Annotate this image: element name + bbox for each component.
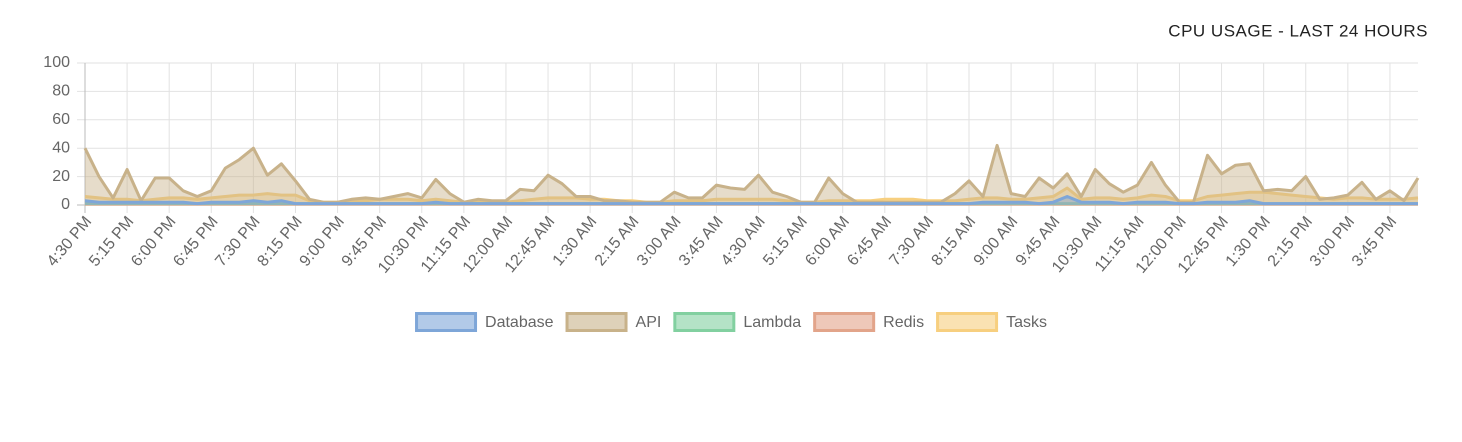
x-tick-label: 3:45 PM — [1349, 213, 1400, 270]
y-tick-label: 20 — [52, 168, 70, 185]
x-tick-label: 5:15 AM — [760, 213, 811, 269]
chart-title: CPU USAGE - LAST 24 HOURS — [1168, 21, 1428, 40]
x-tick-label: 3:45 AM — [676, 213, 727, 269]
y-tick-label: 40 — [52, 139, 70, 156]
series-line — [84, 186, 1419, 204]
x-tick-label: 9:00 AM — [971, 213, 1022, 269]
series-line — [83, 143, 1420, 204]
legend-label: Lambda — [743, 314, 801, 331]
legend-swatch — [936, 312, 999, 332]
legend-label: Tasks — [1006, 314, 1047, 331]
series-line — [84, 195, 1418, 206]
y-tick-label: 60 — [52, 111, 70, 128]
x-tick-label: 6:00 AM — [802, 213, 853, 269]
x-tick-label: 3:00 AM — [634, 213, 685, 269]
legend-label: Redis — [883, 314, 924, 331]
x-tick-label: 8:15 AM — [929, 213, 980, 269]
y-tick-label: 80 — [52, 83, 70, 100]
legend-swatch — [565, 312, 628, 332]
legend-label: API — [636, 314, 662, 331]
x-tick-label: 1:30 AM — [550, 213, 601, 269]
legend-swatch — [415, 312, 478, 332]
series-area — [85, 145, 1418, 205]
x-tick-label: 7:30 AM — [886, 213, 937, 269]
x-tick-label: 6:45 AM — [844, 213, 895, 269]
legend: Database API Lambda Redis Tasks — [415, 312, 1047, 332]
x-tick-label: 2:15 AM — [592, 213, 643, 269]
y-tick-label: 100 — [43, 54, 70, 71]
y-tick-label: 0 — [61, 196, 70, 213]
legend-label: Database — [485, 314, 554, 331]
x-tick-label: 4:30 AM — [718, 213, 769, 269]
legend-swatch — [813, 312, 876, 332]
legend-swatch — [673, 312, 736, 332]
